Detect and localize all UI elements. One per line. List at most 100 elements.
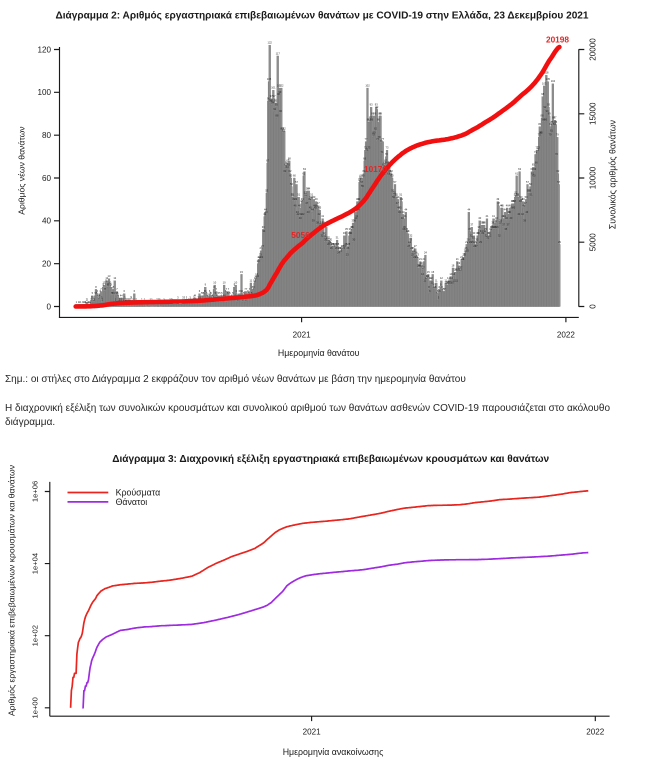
svg-text:51: 51 [310, 193, 313, 197]
svg-text:12: 12 [430, 276, 433, 280]
svg-text:24: 24 [424, 251, 427, 255]
svg-text:4: 4 [120, 293, 122, 297]
svg-text:Ημερομηνία ανακοίνωσης: Ημερομηνία ανακοίνωσης [283, 747, 384, 757]
svg-text:63: 63 [533, 167, 536, 171]
svg-text:5: 5 [201, 291, 203, 295]
svg-text:42: 42 [521, 212, 524, 216]
svg-text:27: 27 [407, 244, 410, 248]
svg-text:51: 51 [304, 193, 307, 197]
svg-text:1: 1 [85, 300, 87, 304]
svg-text:61: 61 [389, 171, 392, 175]
svg-text:61: 61 [302, 171, 305, 175]
svg-text:9: 9 [234, 283, 236, 287]
svg-text:29: 29 [558, 240, 561, 244]
svg-text:66: 66 [383, 161, 386, 165]
svg-text:47: 47 [317, 201, 320, 205]
svg-text:6: 6 [205, 289, 207, 293]
svg-text:7: 7 [442, 287, 444, 291]
svg-text:73: 73 [537, 146, 540, 150]
svg-text:6: 6 [204, 289, 206, 293]
svg-text:2: 2 [158, 298, 160, 302]
svg-text:51: 51 [297, 193, 300, 197]
svg-text:49: 49 [400, 197, 403, 201]
svg-text:3: 3 [101, 296, 103, 300]
svg-text:10170: 10170 [364, 164, 387, 174]
svg-text:86: 86 [367, 118, 370, 122]
svg-text:28: 28 [344, 242, 347, 246]
svg-text:46: 46 [313, 203, 316, 207]
svg-text:89: 89 [548, 111, 551, 115]
svg-text:25: 25 [339, 248, 342, 252]
svg-text:10: 10 [430, 281, 433, 285]
svg-text:46: 46 [522, 203, 525, 207]
svg-text:73: 73 [364, 146, 367, 150]
svg-text:6: 6 [97, 289, 99, 293]
svg-text:27: 27 [414, 244, 417, 248]
svg-text:3: 3 [131, 296, 133, 300]
svg-text:98: 98 [541, 92, 544, 96]
svg-text:7: 7 [116, 287, 118, 291]
svg-text:73: 73 [367, 146, 370, 150]
svg-text:5: 5 [232, 291, 234, 295]
svg-text:8: 8 [252, 285, 254, 289]
svg-text:61: 61 [515, 171, 518, 175]
svg-text:23: 23 [416, 253, 419, 257]
svg-text:49: 49 [522, 197, 525, 201]
svg-text:12: 12 [447, 276, 450, 280]
svg-text:4: 4 [207, 293, 209, 297]
svg-text:62: 62 [362, 169, 365, 173]
svg-text:51: 51 [517, 193, 520, 197]
svg-text:26: 26 [465, 246, 468, 250]
svg-text:4: 4 [211, 293, 213, 297]
svg-text:12: 12 [105, 276, 108, 280]
svg-text:36: 36 [493, 225, 496, 229]
svg-text:14: 14 [421, 272, 424, 276]
svg-text:2: 2 [94, 298, 96, 302]
svg-text:38: 38 [320, 221, 323, 225]
svg-text:62: 62 [283, 169, 286, 173]
svg-text:68: 68 [288, 156, 291, 160]
svg-text:4: 4 [194, 293, 196, 297]
svg-text:36: 36 [493, 225, 496, 229]
svg-text:9: 9 [102, 283, 104, 287]
svg-text:5: 5 [229, 291, 231, 295]
svg-text:32: 32 [320, 233, 323, 237]
svg-text:82: 82 [281, 126, 284, 130]
svg-text:2: 2 [134, 298, 136, 302]
svg-text:1: 1 [83, 300, 85, 304]
svg-text:4: 4 [223, 293, 225, 297]
svg-text:10: 10 [108, 281, 111, 285]
svg-text:4: 4 [231, 293, 233, 297]
svg-text:44: 44 [357, 208, 360, 212]
svg-text:9: 9 [108, 283, 110, 287]
svg-text:35: 35 [402, 227, 405, 231]
svg-text:2: 2 [144, 298, 146, 302]
svg-text:15: 15 [427, 270, 430, 274]
svg-text:36: 36 [403, 225, 406, 229]
svg-text:Θάνατοι: Θάνατοι [116, 497, 148, 507]
svg-text:5000: 5000 [589, 233, 598, 252]
svg-text:53: 53 [528, 188, 531, 192]
svg-text:50: 50 [392, 195, 395, 199]
svg-text:25: 25 [464, 248, 467, 252]
svg-text:84: 84 [549, 122, 552, 126]
svg-text:50: 50 [312, 195, 315, 199]
svg-text:49: 49 [315, 197, 318, 201]
svg-text:73: 73 [386, 146, 389, 150]
svg-text:2021: 2021 [293, 330, 312, 339]
svg-text:3: 3 [92, 296, 94, 300]
svg-text:2: 2 [115, 298, 117, 302]
svg-text:1e+04: 1e+04 [31, 553, 40, 574]
svg-text:34: 34 [262, 229, 265, 233]
svg-text:4: 4 [216, 293, 218, 297]
svg-text:60: 60 [360, 173, 363, 177]
svg-text:120: 120 [37, 45, 51, 54]
svg-text:28: 28 [347, 242, 350, 246]
svg-text:40: 40 [42, 217, 52, 226]
svg-text:29: 29 [465, 240, 468, 244]
svg-text:11: 11 [444, 278, 447, 282]
svg-text:9: 9 [434, 283, 436, 287]
svg-text:8: 8 [435, 285, 437, 289]
svg-text:77: 77 [381, 137, 384, 141]
svg-text:81: 81 [282, 128, 285, 132]
